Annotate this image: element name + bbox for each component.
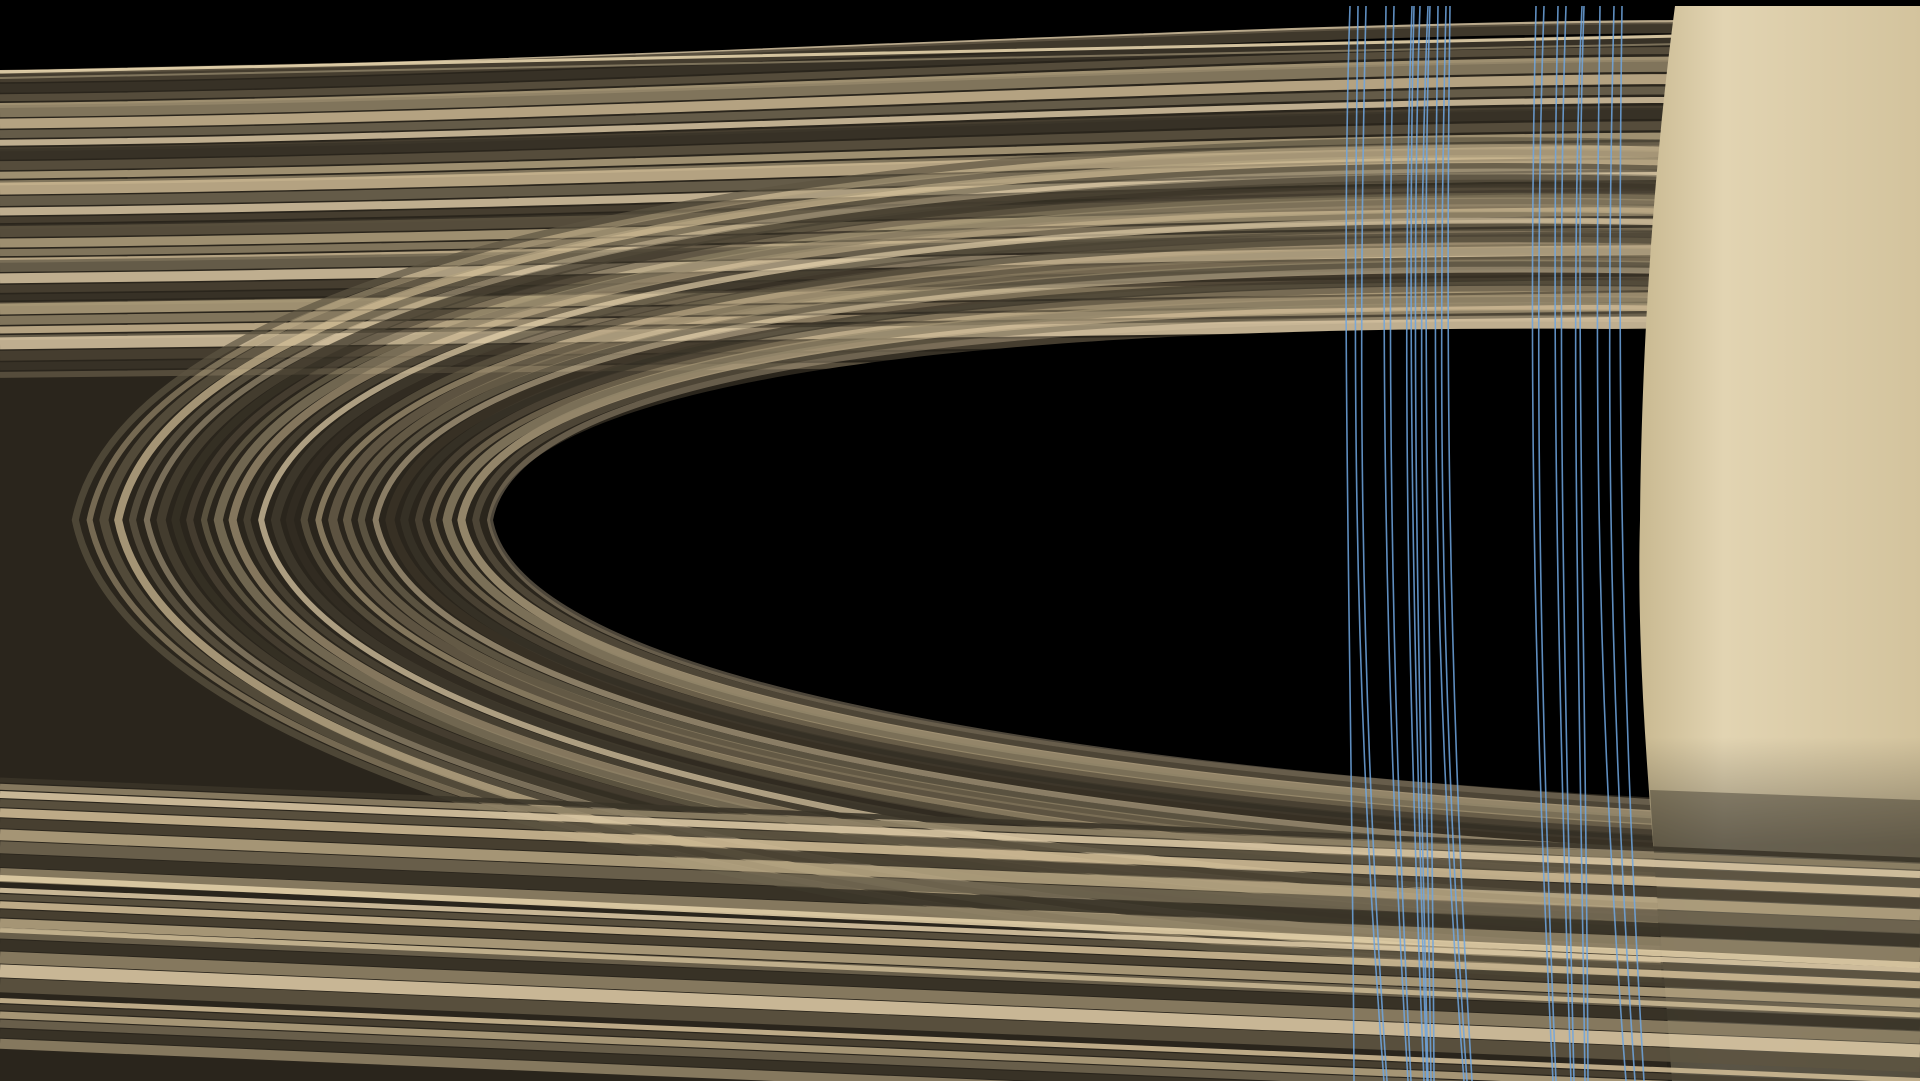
ring-arc bbox=[357, 259, 1701, 863]
ring-band-front bbox=[0, 998, 1920, 1081]
magnetic-field-lines bbox=[1345, 5, 1645, 1081]
field-line bbox=[1579, 5, 1589, 1081]
bright-ring-band bbox=[0, 875, 1920, 968]
ring-arc bbox=[442, 295, 1701, 828]
ring-arc bbox=[414, 284, 1701, 839]
ring-band-front bbox=[0, 829, 1920, 921]
field-line bbox=[1405, 5, 1425, 1081]
ring-band-front bbox=[0, 790, 1920, 878]
ring-band-front bbox=[0, 783, 1920, 870]
ring-band bbox=[0, 96, 1681, 146]
ring-arc bbox=[400, 277, 1701, 846]
field-line bbox=[1574, 5, 1586, 1081]
ring-band bbox=[0, 59, 1681, 118]
field-line bbox=[1345, 5, 1355, 1081]
ring-band-front bbox=[0, 1019, 1424, 1081]
field-line bbox=[1354, 5, 1385, 1081]
ring-band-front bbox=[0, 901, 1920, 989]
ring-band-front bbox=[0, 1028, 1203, 1081]
ring-band-front bbox=[0, 951, 1920, 1044]
ring-band bbox=[0, 47, 1681, 102]
ring-gap bbox=[490, 328, 1700, 800]
ring-band bbox=[0, 74, 1681, 129]
ring-band bbox=[0, 121, 1681, 171]
field-line bbox=[1389, 5, 1412, 1081]
ring-arc bbox=[486, 315, 1701, 808]
field-line bbox=[1596, 5, 1627, 1081]
field-line bbox=[1608, 5, 1636, 1081]
field-line bbox=[1537, 5, 1557, 1081]
field-line bbox=[1383, 5, 1409, 1081]
ring-band bbox=[0, 35, 1681, 93]
ring-band-front bbox=[0, 887, 1920, 973]
ring-band-front bbox=[0, 1038, 967, 1081]
ring-arc bbox=[328, 246, 1701, 877]
ring-arc bbox=[457, 302, 1701, 822]
ring-arc bbox=[285, 228, 1701, 894]
field-line bbox=[1410, 5, 1428, 1081]
ring-band bbox=[0, 145, 1681, 195]
ring-band-front bbox=[0, 808, 1920, 898]
field-line bbox=[1414, 5, 1429, 1081]
field-line bbox=[1420, 5, 1432, 1081]
ring-band bbox=[0, 107, 1681, 160]
field-line bbox=[1360, 5, 1388, 1081]
field-line bbox=[1440, 5, 1468, 1081]
outer-ring-edge bbox=[0, 34, 1681, 74]
field-line bbox=[1425, 5, 1435, 1081]
ring-arc bbox=[342, 253, 1701, 870]
field-line bbox=[1531, 5, 1554, 1081]
ring-band-front bbox=[0, 867, 1920, 962]
ring-arc bbox=[99, 148, 1701, 973]
ring-arc bbox=[472, 308, 1701, 815]
bright-ring-band bbox=[0, 927, 1920, 1018]
ring-band-front bbox=[0, 854, 1920, 948]
ring-band-front bbox=[0, 1011, 1633, 1081]
ring-band bbox=[0, 86, 1681, 139]
ring-band-front bbox=[0, 939, 1920, 1031]
ring-band-front bbox=[0, 978, 1920, 1073]
ring-arc bbox=[372, 266, 1701, 857]
field-line bbox=[1554, 5, 1572, 1081]
field-line bbox=[1434, 5, 1465, 1081]
field-line bbox=[1619, 5, 1645, 1081]
field-line bbox=[1560, 5, 1575, 1081]
ring-band-front bbox=[0, 777, 1920, 863]
ring-band-front bbox=[0, 909, 1920, 998]
ring-band-front bbox=[0, 818, 1920, 909]
ring-band-front bbox=[0, 964, 1920, 1058]
field-line bbox=[1447, 5, 1473, 1081]
ring-band-front bbox=[0, 1004, 1828, 1081]
ring-band-front bbox=[0, 799, 1920, 888]
ring-arc bbox=[429, 291, 1701, 833]
ring-band-front bbox=[0, 894, 1920, 980]
front-ring-arcs bbox=[0, 777, 1920, 1081]
ring-arc bbox=[385, 271, 1701, 852]
ring-band-front bbox=[0, 841, 1920, 934]
ring-band-front bbox=[0, 918, 1920, 1008]
